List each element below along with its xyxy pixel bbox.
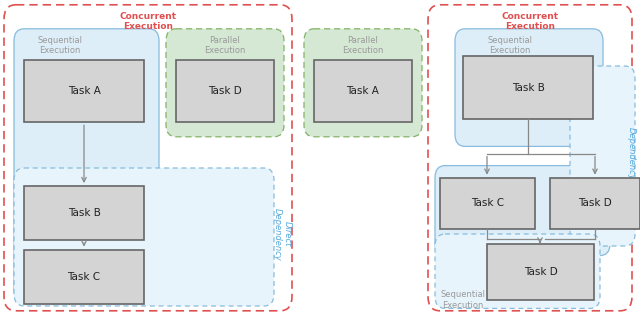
Text: Sequential
Execution: Sequential Execution (38, 36, 83, 55)
FancyBboxPatch shape (24, 186, 144, 240)
FancyBboxPatch shape (24, 249, 144, 304)
FancyBboxPatch shape (435, 166, 610, 256)
FancyBboxPatch shape (435, 234, 600, 308)
Text: Task C: Task C (471, 198, 504, 208)
FancyBboxPatch shape (314, 60, 412, 122)
Text: Concurrent
Execution: Concurrent Execution (501, 12, 559, 31)
Text: Sequential
Execution: Sequential Execution (440, 290, 486, 310)
FancyBboxPatch shape (176, 60, 274, 122)
FancyBboxPatch shape (455, 29, 603, 146)
Text: Concurrent
Execution: Concurrent Execution (120, 12, 177, 31)
FancyBboxPatch shape (463, 56, 593, 119)
FancyBboxPatch shape (14, 29, 159, 302)
Text: Task D: Task D (524, 267, 557, 277)
Text: Task B: Task B (68, 208, 100, 218)
FancyBboxPatch shape (14, 168, 274, 306)
FancyBboxPatch shape (550, 178, 640, 229)
Text: Task D: Task D (208, 86, 242, 96)
Text: Parallel
Execution: Parallel Execution (204, 36, 246, 55)
FancyBboxPatch shape (487, 244, 594, 300)
FancyBboxPatch shape (24, 60, 144, 122)
Text: Task D: Task D (578, 198, 612, 208)
Text: Parallel
Execution: Parallel Execution (342, 36, 384, 55)
Text: Task C: Task C (67, 272, 100, 282)
FancyBboxPatch shape (166, 29, 284, 137)
Text: Direct
Dependency: Direct Dependency (272, 208, 292, 260)
Text: Task A: Task A (68, 86, 100, 96)
FancyBboxPatch shape (304, 29, 422, 137)
Text: Task A: Task A (347, 86, 380, 96)
Text: Sequential
Execution: Sequential Execution (488, 36, 532, 55)
Text: Indirect
Dependency: Indirect Dependency (627, 127, 640, 180)
Text: Task B: Task B (511, 83, 545, 93)
FancyBboxPatch shape (440, 178, 535, 229)
FancyBboxPatch shape (570, 66, 635, 246)
